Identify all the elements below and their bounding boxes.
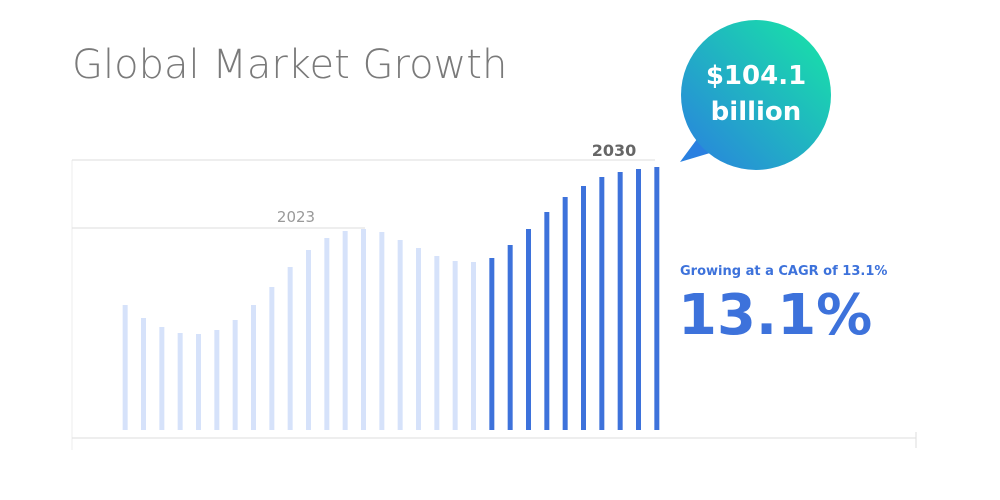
bar [599, 177, 605, 430]
cagr-caption: Growing at a CAGR of 13.1% [680, 264, 887, 279]
bar [379, 232, 385, 430]
callout-tail [680, 135, 720, 162]
bar [159, 327, 165, 430]
bar [324, 238, 330, 430]
bar [544, 212, 550, 430]
callout-text: $104.1 [706, 61, 806, 91]
bar [251, 305, 256, 430]
bar [434, 256, 440, 430]
callout-text: billion [711, 97, 802, 127]
bar [471, 262, 476, 430]
bar [452, 261, 458, 430]
year-label: 2023 [277, 208, 315, 226]
bar [177, 333, 183, 430]
bar [196, 334, 201, 430]
bar [397, 240, 403, 430]
bar [122, 305, 128, 430]
cagr-value: 13.1% [678, 283, 872, 348]
bar [562, 197, 568, 430]
year-label: 2030 [592, 141, 637, 160]
bar [489, 258, 495, 430]
bar [214, 330, 220, 430]
bar [526, 229, 531, 430]
bar [141, 318, 146, 430]
bar [306, 250, 311, 430]
bar [617, 172, 623, 430]
bar [232, 320, 238, 430]
bar [636, 169, 641, 430]
bar [342, 231, 348, 430]
chart-title: Global Market Growth [72, 42, 507, 88]
bar [269, 287, 275, 430]
bar [287, 267, 293, 430]
bar [654, 167, 660, 430]
bar [581, 186, 586, 430]
bar [416, 248, 421, 430]
bar [507, 245, 513, 430]
callout-bubble [681, 20, 831, 170]
bar [361, 229, 366, 430]
